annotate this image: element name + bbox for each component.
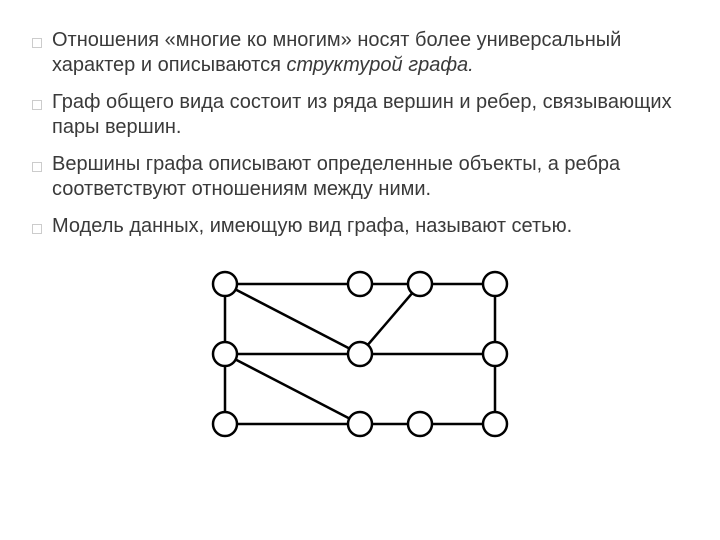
graph-diagram-container bbox=[40, 259, 680, 449]
paragraph-2-block: Граф общего вида состоит из ряда вершин … bbox=[40, 90, 680, 140]
graph-node bbox=[213, 272, 237, 296]
graph-node bbox=[348, 272, 372, 296]
graph-node bbox=[213, 342, 237, 366]
graph-node bbox=[213, 412, 237, 436]
graph-edge bbox=[225, 354, 360, 424]
paragraph-2: Граф общего вида состоит из ряда вершин … bbox=[52, 90, 680, 140]
graph-node bbox=[408, 412, 432, 436]
paragraph-4-block: Модель данных, имеющую вид графа, называ… bbox=[40, 214, 680, 239]
paragraph-1-italic: структурой графа. bbox=[287, 54, 474, 76]
graph-node bbox=[408, 272, 432, 296]
graph-edge bbox=[225, 284, 360, 354]
graph-diagram bbox=[195, 259, 525, 449]
graph-node bbox=[348, 412, 372, 436]
paragraph-3-block: Вершины графа описывают определенные объ… bbox=[40, 152, 680, 202]
graph-node bbox=[483, 342, 507, 366]
graph-edge bbox=[360, 284, 420, 354]
paragraph-3: Вершины графа описывают определенные объ… bbox=[52, 152, 680, 202]
graph-node bbox=[348, 342, 372, 366]
graph-node bbox=[483, 272, 507, 296]
paragraph-4: Модель данных, имеющую вид графа, называ… bbox=[52, 214, 680, 239]
paragraph-1-block: Отношения «многие ко многим» носят более… bbox=[40, 28, 680, 78]
graph-node bbox=[483, 412, 507, 436]
paragraph-1: Отношения «многие ко многим» носят более… bbox=[52, 28, 680, 78]
